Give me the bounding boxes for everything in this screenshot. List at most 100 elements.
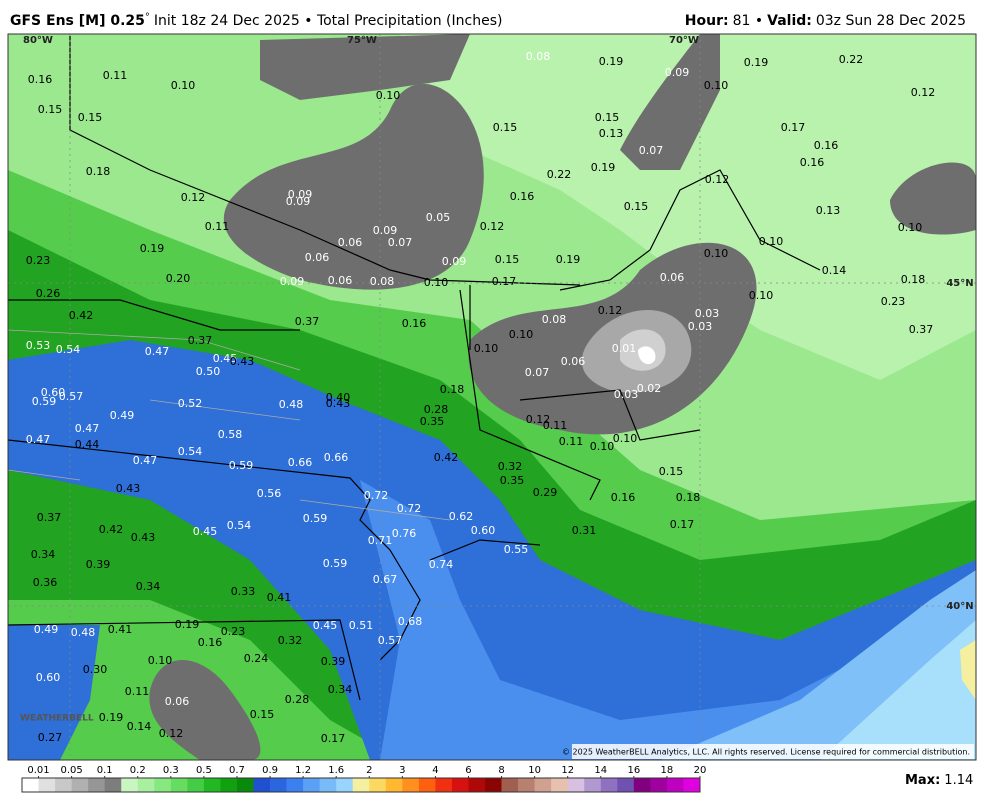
colorbar-label: 20 bbox=[694, 765, 707, 776]
map-value: 0.17 bbox=[781, 121, 806, 134]
colorbar-label: 0.05 bbox=[60, 765, 82, 776]
map-value: 0.09 bbox=[373, 224, 398, 237]
map-value: 0.24 bbox=[244, 652, 269, 665]
colorbar-swatch bbox=[55, 778, 72, 792]
map-value: 0.15 bbox=[78, 111, 103, 124]
colorbar-swatch bbox=[600, 778, 618, 792]
map-value: 0.07 bbox=[639, 144, 664, 157]
map-value: 0.19 bbox=[599, 55, 624, 68]
grid-label: 70°W bbox=[669, 35, 699, 46]
map-value: 0.35 bbox=[420, 415, 445, 428]
map-value: 0.34 bbox=[136, 580, 161, 593]
colorbar-frame bbox=[21, 777, 701, 793]
colorbar-label: 4 bbox=[432, 765, 438, 776]
map-value: 0.08 bbox=[370, 275, 395, 288]
colorbar-swatch bbox=[154, 778, 172, 792]
map-value: 0.45 bbox=[213, 352, 238, 365]
map-value: 0.12 bbox=[159, 727, 184, 740]
colorbar-label: 1.6 bbox=[328, 765, 344, 776]
map-value: 0.60 bbox=[41, 386, 66, 399]
map-value: 0.47 bbox=[133, 454, 158, 467]
map-value: 0.16 bbox=[510, 190, 535, 203]
map-value: 0.23 bbox=[221, 625, 246, 638]
map-value: 0.10 bbox=[759, 235, 784, 248]
map-value: 0.12 bbox=[705, 173, 730, 186]
map-value: 0.10 bbox=[171, 79, 196, 92]
map-value: 0.62 bbox=[449, 510, 474, 523]
valid: 03z Sun 28 Dec 2025 bbox=[816, 13, 966, 29]
colorbar-swatch bbox=[451, 778, 469, 792]
map-value: 0.59 bbox=[323, 557, 348, 570]
colorbar-label: 10 bbox=[528, 765, 541, 776]
colorbar-swatch bbox=[518, 778, 535, 792]
map-value: 0.66 bbox=[324, 451, 349, 464]
colorbar-swatch bbox=[666, 778, 684, 792]
map-value: 0.18 bbox=[86, 165, 111, 178]
map-value: 0.11 bbox=[543, 419, 568, 432]
map-value: 0.18 bbox=[901, 273, 926, 286]
map-value: 0.66 bbox=[288, 456, 313, 469]
map-value: 0.22 bbox=[547, 168, 572, 181]
colorbar-swatch bbox=[336, 778, 354, 792]
colorbar-label: 12 bbox=[561, 765, 574, 776]
map-value: 0.10 bbox=[613, 432, 638, 445]
colorbar-swatch bbox=[71, 778, 89, 792]
copyright-bg bbox=[572, 744, 974, 759]
map-value: 0.58 bbox=[218, 428, 243, 441]
colorbar-swatch bbox=[551, 778, 569, 792]
max-value: 1.14 bbox=[944, 773, 973, 788]
map-value: 0.03 bbox=[688, 320, 713, 333]
map-value: 0.03 bbox=[614, 388, 639, 401]
map-value: 0.42 bbox=[99, 523, 124, 536]
map-value: 0.15 bbox=[659, 465, 684, 478]
colorbar: 0.01 0.05 0.1 0.2 0.3 0.5 0.7 0.9 1.2 1.6 2 3 4 6 8 10 1… bbox=[21, 765, 707, 793]
colorbar-swatch bbox=[584, 778, 602, 792]
map-value: 0.30 bbox=[83, 663, 108, 676]
map-value: 0.54 bbox=[227, 519, 252, 532]
map-value: 0.48 bbox=[71, 626, 96, 639]
map-value: 0.13 bbox=[816, 204, 841, 217]
grid-label: 40°N bbox=[946, 601, 973, 612]
map-value: 0.11 bbox=[103, 69, 128, 82]
map-value: 0.23 bbox=[26, 254, 51, 267]
colorbar-swatch bbox=[220, 778, 238, 792]
colorbar-swatch bbox=[402, 778, 420, 792]
map-value: 0.47 bbox=[75, 422, 100, 435]
map-value: 0.17 bbox=[492, 275, 517, 288]
colorbar-label: 0.7 bbox=[229, 765, 245, 776]
map-value: 0.17 bbox=[670, 518, 695, 531]
map-value: 0.76 bbox=[392, 527, 417, 540]
colorbar-swatch bbox=[385, 778, 403, 792]
map-value: 0.50 bbox=[196, 365, 221, 378]
map-value: 0.09 bbox=[286, 195, 311, 208]
colorbar-swatch bbox=[170, 778, 188, 792]
map-value: 0.49 bbox=[110, 409, 135, 422]
map-value: 0.56 bbox=[257, 487, 282, 500]
map-value: 0.15 bbox=[624, 200, 649, 213]
map-value: 0.41 bbox=[267, 591, 292, 604]
colorbar-label: 0.1 bbox=[97, 765, 113, 776]
map-value: 0.10 bbox=[590, 440, 615, 453]
map-value: 0.15 bbox=[595, 111, 620, 124]
map-value: 0.10 bbox=[704, 79, 729, 92]
colorbar-swatch bbox=[683, 778, 701, 792]
map-value: 0.33 bbox=[231, 585, 256, 598]
map-value: 0.18 bbox=[676, 491, 701, 504]
degree: ° bbox=[145, 12, 150, 23]
map-value: 0.14 bbox=[127, 720, 152, 733]
map-value: 0.32 bbox=[498, 460, 523, 473]
colorbar-swatch bbox=[617, 778, 635, 792]
map-value: 0.19 bbox=[140, 242, 165, 255]
colorbar-swatch bbox=[38, 778, 56, 792]
map-value: 0.20 bbox=[166, 272, 191, 285]
map-value: 0.32 bbox=[278, 634, 303, 647]
map-value: 0.43 bbox=[230, 355, 255, 368]
map-value: 0.10 bbox=[898, 221, 923, 234]
grid-label: 80°W bbox=[23, 35, 53, 46]
max-label: Max: bbox=[905, 773, 940, 788]
map-value: 0.10 bbox=[376, 89, 401, 102]
copyright: © 2025 WeatherBELL Analytics, LLC. All r… bbox=[562, 748, 970, 757]
colorbar-label: 0.2 bbox=[130, 765, 146, 776]
colorbar-swatch bbox=[650, 778, 668, 792]
map-value: 0.14 bbox=[822, 264, 847, 277]
